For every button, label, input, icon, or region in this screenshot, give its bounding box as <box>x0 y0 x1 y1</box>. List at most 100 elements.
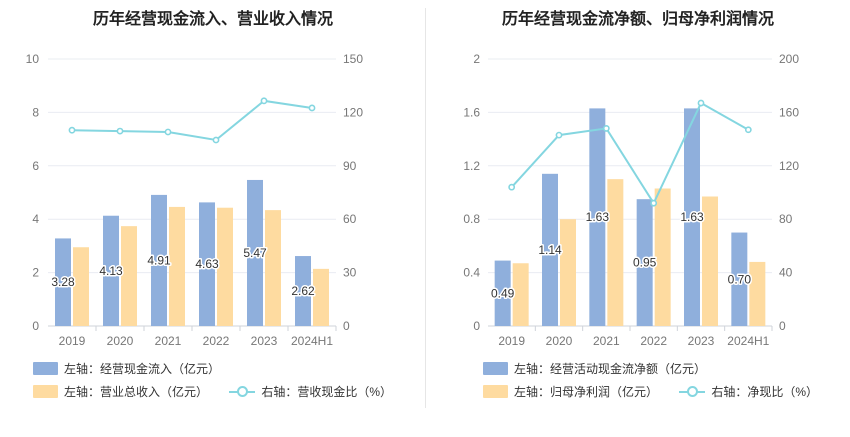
left-left-tick-label: 10 <box>26 52 40 66</box>
left-ratio-point <box>260 97 268 105</box>
right-left-tick-label: 0.4 <box>463 266 480 280</box>
right-ratio-point <box>650 199 658 207</box>
right-right-tick-label: 160 <box>779 105 799 119</box>
legend-swatch-cash-revenue-ratio <box>229 385 256 398</box>
left-data-label: 5.47 <box>243 246 267 260</box>
right-ratio-line <box>510 101 749 206</box>
left-left-tick-label: 4 <box>32 212 39 226</box>
right-right-tick-label: 80 <box>779 212 793 226</box>
right-bar-secondary <box>749 261 766 326</box>
left-data-label: 2.62 <box>291 284 315 298</box>
left-data-label: 3.28 <box>51 275 75 289</box>
left-ratio-line <box>71 99 313 142</box>
left-bar-primary <box>247 179 263 326</box>
right-chart-panel: 历年经营现金流净额、归母净利润情况 0 0 0.4 40 0.8 80 1.2 120 1.6 1… <box>426 0 850 437</box>
left-right-tick-label: 120 <box>343 105 363 119</box>
left-bar-secondary <box>169 206 185 326</box>
right-x-tick-label: 2023 <box>688 334 715 348</box>
right-data-label: 0.70 <box>728 272 752 286</box>
panel-divider <box>425 8 426 408</box>
right-chart-title: 历年经营现金流净额、归母净利润情况 <box>501 11 774 28</box>
legend-swatch-cash-inflow <box>33 362 58 375</box>
right-left-tick-label: 1.2 <box>463 159 480 173</box>
left-right-tick-label: 0 <box>343 319 350 333</box>
legend-label-net-profit: 左轴：归母净利润（亿元） <box>514 385 659 399</box>
left-chart-title: 历年经营现金流入、营业收入情况 <box>92 11 333 28</box>
right-x-tick-label: 2021 <box>593 334 620 348</box>
left-left-tick-label: 6 <box>32 159 39 173</box>
right-bar-secondary <box>560 219 576 326</box>
right-bar-primary <box>589 108 606 327</box>
right-chart-canvas: 0 0 0.4 40 0.8 80 1.2 120 1.6 160 2 200 2019 2020 2021… <box>463 52 799 348</box>
right-ratio-point <box>602 125 610 132</box>
left-left-tick-label: 8 <box>32 105 39 119</box>
left-x-tick-label: 2020 <box>107 334 134 348</box>
left-data-label: 4.91 <box>147 253 171 267</box>
left-ratio-point <box>116 127 124 135</box>
legend-item-cash-revenue-ratio[interactable]: 右轴：营收现金比（%） <box>229 383 392 400</box>
left-bar-primary <box>295 256 311 326</box>
left-ratio-point <box>308 104 316 112</box>
right-left-tick-label: 1.6 <box>463 105 480 119</box>
legend-swatch-revenue <box>33 385 58 398</box>
right-data-label: 1.63 <box>586 210 610 224</box>
legend-label-net-operating-cash: 左轴：经营活动现金流净额（亿元） <box>514 362 707 376</box>
right-bar-secondary <box>654 188 671 326</box>
right-bar-primary <box>494 260 511 326</box>
legend-swatch-net-operating-cash <box>483 362 508 375</box>
legend-item-cash-inflow[interactable]: 左轴：经营现金流入（亿元） <box>33 360 220 377</box>
right-x-tick-label: 2022 <box>640 334 667 348</box>
left-data-label: 4.63 <box>195 257 219 271</box>
left-legend-row-2: 左轴：营业总收入（亿元） 右轴：营收现金比（%） <box>33 383 410 401</box>
left-left-tick-label: 2 <box>32 266 39 280</box>
right-bar-primary <box>684 108 700 327</box>
left-x-tick-label: 2019 <box>59 334 86 348</box>
left-legend-row-1: 左轴：经营现金流入（亿元） <box>33 360 238 378</box>
right-right-tick-label: 200 <box>779 52 799 66</box>
left-bar-primary <box>103 215 119 326</box>
right-ratio-point <box>555 131 563 139</box>
legend-item-net-operating-cash[interactable]: 左轴：经营活动现金流净额（亿元） <box>483 360 706 377</box>
left-left-tick-label: 0 <box>32 319 39 333</box>
right-left-tick-label: 2 <box>473 52 480 66</box>
left-bar-primary <box>151 194 167 326</box>
left-ratio-point <box>164 128 172 136</box>
left-chart-panel: 历年经营现金流入、营业收入情况 0 0 2 30 4 60 6 90 8 120 10 150 2019… <box>26 11 410 401</box>
right-data-label: 0.49 <box>491 286 515 300</box>
right-data-label: 1.14 <box>538 243 562 257</box>
right-left-tick-label: 0.8 <box>463 212 480 226</box>
left-right-tick-label: 60 <box>343 212 357 226</box>
right-bar-secondary <box>607 179 624 326</box>
legend-label-cash-revenue-ratio: 右轴：营收现金比（%） <box>261 385 393 399</box>
legend-swatch-net-profit <box>483 385 508 398</box>
right-bar-secondary <box>512 263 529 326</box>
right-ratio-point <box>744 126 752 134</box>
left-right-tick-label: 150 <box>343 52 363 66</box>
right-legend-row-1: 左轴：经营活动现金流净额（亿元） <box>483 360 724 378</box>
right-data-label: 0.95 <box>633 256 657 270</box>
left-chart-canvas: 0 0 2 30 4 60 6 90 8 120 10 150 2019 2020 2021 2022 2023… <box>26 52 364 348</box>
right-right-tick-label: 0 <box>779 319 786 333</box>
right-legend-row-2: 左轴：归母净利润（亿元） 右轴：净现比（%） <box>483 383 836 401</box>
left-x-tick-label: 2023 <box>251 334 278 348</box>
right-x-tick-label: 2020 <box>546 334 573 348</box>
legend-label-net-cash-ratio: 右轴：净现比（%） <box>711 385 819 399</box>
legend-item-revenue[interactable]: 左轴：营业总收入（亿元） <box>33 383 208 400</box>
right-ratio-point <box>508 183 516 191</box>
legend-item-net-profit[interactable]: 左轴：归母净利润（亿元） <box>483 383 658 400</box>
right-ratio-point <box>697 99 705 107</box>
left-data-label: 4.13 <box>99 264 123 278</box>
legend-item-net-cash-ratio[interactable]: 右轴：净现比（%） <box>679 383 818 400</box>
right-bar-primary <box>636 199 653 326</box>
right-bar-secondary <box>702 196 718 326</box>
legend-swatch-net-cash-ratio <box>679 385 706 398</box>
right-x-tick-label: 2019 <box>498 334 525 348</box>
right-data-label: 1.63 <box>680 210 704 224</box>
left-bar-primary <box>199 202 215 326</box>
left-bar-secondary <box>121 226 137 326</box>
left-bar-primary <box>55 238 71 326</box>
left-bar-secondary <box>265 210 281 326</box>
left-right-tick-label: 90 <box>343 159 357 173</box>
right-right-tick-label: 120 <box>779 159 799 173</box>
left-bar-secondary <box>73 247 89 326</box>
